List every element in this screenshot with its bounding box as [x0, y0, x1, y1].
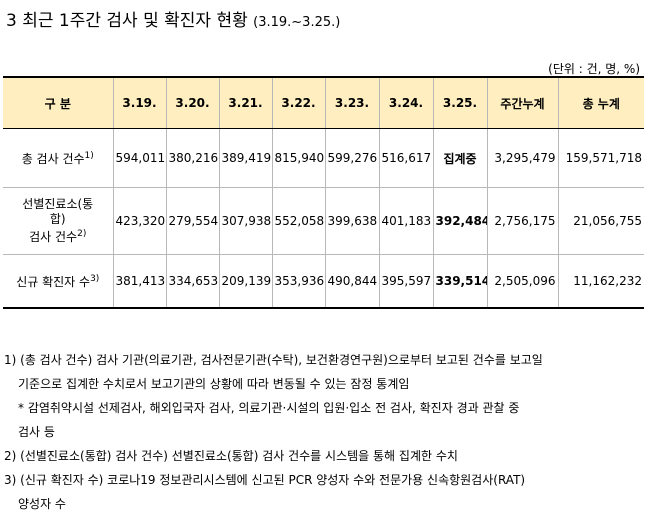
footnote-1: 1) (총 검사 건수) 검사 기관(의료기관, 검사전문기관(수탁), 보건환…: [4, 353, 543, 367]
table-cell: 552,058: [271, 187, 325, 255]
table-cell: 11,162,232: [557, 254, 644, 309]
table-cell: 389,419: [218, 128, 272, 188]
footnote-1-cont: 기준으로 집계한 수치로서 보고기관의 상황에 따라 변동될 수 있는 잠정 통…: [18, 377, 410, 391]
unit-label: (단위 : 건, 명, %): [548, 62, 640, 76]
table-cell: 3,295,479: [486, 128, 558, 188]
footnote-1-asterisk-cont: 검사 등: [18, 425, 55, 439]
table-cell: 599,276: [324, 128, 379, 188]
header-date: 3.20.: [165, 76, 219, 129]
table-cell: 339,514: [432, 254, 487, 309]
stats-table: 구 분 3.19. 3.20. 3.21. 3.22. 3.23. 3.24. …: [3, 76, 644, 309]
footnote-2: 2) (선별진료소(통합) 검사 건수) 선별진료소(통합) 검사 건수를 시스…: [4, 449, 458, 463]
header-grand-total: 총 누계: [557, 76, 644, 129]
header-weekly-total: 주간누계: [486, 76, 558, 129]
table-cell-pending: 집계중: [432, 128, 487, 188]
header-date: 3.21.: [218, 76, 272, 129]
header-date: 3.24.: [378, 76, 433, 129]
table-cell: 423,320: [112, 187, 166, 255]
table-cell: 395,597: [378, 254, 433, 309]
header-date: 3.19.: [112, 76, 166, 129]
table-cell: 279,554: [165, 187, 219, 255]
table-header-row: 구 분 3.19. 3.20. 3.21. 3.22. 3.23. 3.24. …: [3, 76, 644, 129]
table-cell: 815,940: [271, 128, 325, 188]
table-cell: 2,505,096: [486, 254, 558, 309]
header-date: 3.22.: [271, 76, 325, 129]
table-cell: 399,638: [324, 187, 379, 255]
table-row-total-tests: 총 검사 건수1) 594,011 380,216 389,419 815,94…: [3, 128, 644, 188]
table-cell: 353,936: [271, 254, 325, 309]
table-cell: 307,938: [218, 187, 272, 255]
table-cell: 2,756,175: [486, 187, 558, 255]
footnotes: 1) (총 검사 건수) 검사 기관(의료기관, 검사전문기관(수탁), 보건환…: [4, 348, 644, 516]
table-cell: 381,413: [112, 254, 166, 309]
footnote-3-cont: 양성자 수: [18, 497, 66, 511]
row-label: 총 검사 건수1): [3, 128, 113, 188]
header-date: 3.23.: [324, 76, 379, 129]
table-cell: 380,216: [165, 128, 219, 188]
row-label: 신규 확진자 수3): [3, 254, 113, 309]
title-main: 3 최근 1주간 검사 및 확진자 현황: [6, 11, 248, 31]
table-cell: 516,617: [378, 128, 433, 188]
table-cell: 334,653: [165, 254, 219, 309]
table-cell: 21,056,755: [557, 187, 644, 255]
table-cell: 401,183: [378, 187, 433, 255]
section-title: 3 최근 1주간 검사 및 확진자 현황 (3.19.~3.25.): [6, 6, 340, 31]
table-cell: 594,011: [112, 128, 166, 188]
table-row-screening-tests: 선별진료소(통 합) 검사 건수2) 423,320 279,554 307,9…: [3, 187, 644, 255]
table-cell: 159,571,718: [557, 128, 644, 188]
table-row-new-cases: 신규 확진자 수3) 381,413 334,653 209,139 353,9…: [3, 254, 644, 309]
table-cell: 490,844: [324, 254, 379, 309]
title-period: (3.19.~3.25.): [253, 15, 341, 30]
table-cell: 209,139: [218, 254, 272, 309]
header-category: 구 분: [3, 76, 113, 129]
row-label: 선별진료소(통 합) 검사 건수2): [3, 187, 113, 255]
footnote-3: 3) (신규 확진자 수) 코로나19 정보관리시스템에 신고된 PCR 양성자…: [4, 473, 526, 487]
table-cell: 392,484: [432, 187, 487, 255]
footnote-1-asterisk: * 감염취약시설 선제검사, 해외입국자 검사, 의료기관·시설의 입원·입소 …: [18, 401, 520, 415]
header-date: 3.25.: [432, 76, 487, 129]
